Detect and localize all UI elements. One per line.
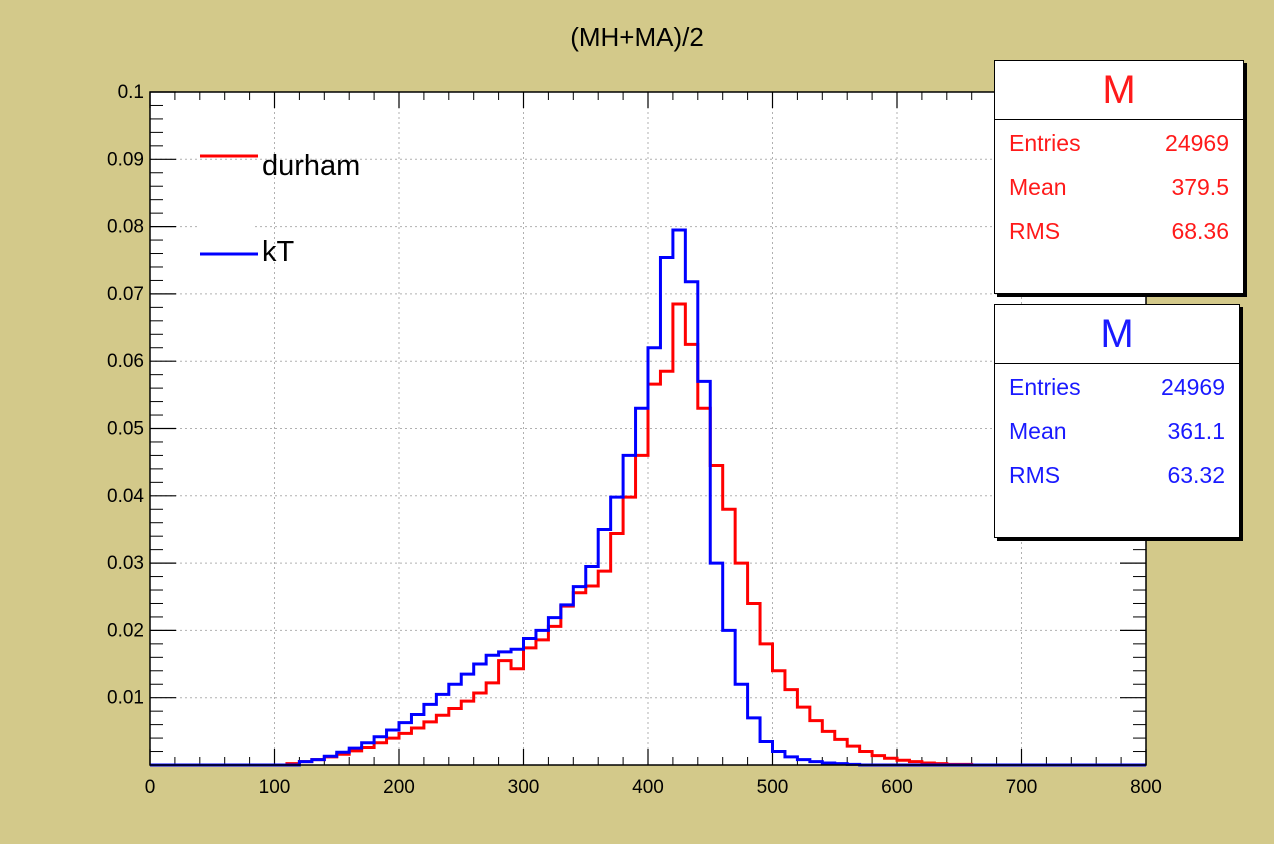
legend-swatch-bg xyxy=(198,196,254,238)
stats-row-mean: Mean 379.5 xyxy=(995,164,1243,208)
stats-row-entries: Entries 24969 xyxy=(995,120,1243,164)
stats-row-rms: RMS 63.32 xyxy=(995,452,1239,496)
y-tick-label: 0.1 xyxy=(118,82,144,103)
stats-label: Mean xyxy=(1009,174,1067,200)
x-tick-label: 400 xyxy=(632,777,664,798)
y-tick-label: 0.09 xyxy=(107,149,144,170)
y-tick-label: 0.03 xyxy=(107,553,144,574)
stats-value: 24969 xyxy=(1165,130,1229,156)
stats-value: 68.36 xyxy=(1171,218,1229,244)
stats-label: Mean xyxy=(1009,418,1067,444)
y-tick-label: 0.07 xyxy=(107,284,144,305)
stats-box-kt: M Entries 24969 Mean 361.1 RMS 63.32 xyxy=(994,304,1240,538)
stats-value: 379.5 xyxy=(1171,174,1229,200)
chart-title: (MH+MA)/2 xyxy=(570,22,704,52)
x-tick-label: 500 xyxy=(757,777,789,798)
stats-box-title: M xyxy=(995,61,1243,120)
stats-label: Entries xyxy=(1009,374,1081,400)
y-tick-label: 0.06 xyxy=(107,351,144,372)
y-tick-label: 0.02 xyxy=(107,620,144,641)
y-tick-label: 0.05 xyxy=(107,419,144,440)
y-tick-label: 0.08 xyxy=(107,217,144,238)
y-tick-label: 0.04 xyxy=(107,486,144,507)
x-tick-label: 300 xyxy=(508,777,540,798)
legend-swatch-bg xyxy=(198,110,254,152)
x-tick-label: 200 xyxy=(383,777,415,798)
stats-value: 24969 xyxy=(1161,374,1225,400)
x-tick-label: 100 xyxy=(259,777,291,798)
stats-label: RMS xyxy=(1009,462,1061,488)
x-tick-label: 700 xyxy=(1006,777,1038,798)
stats-row-rms: RMS 68.36 xyxy=(995,208,1243,252)
stats-label: RMS xyxy=(1009,218,1061,244)
legend-label-durham: durham xyxy=(262,150,361,182)
stats-box-title: M xyxy=(995,305,1239,364)
stats-row-mean: Mean 361.1 xyxy=(995,408,1239,452)
stats-value: 63.32 xyxy=(1167,462,1225,488)
y-tick-label: 0.01 xyxy=(107,688,144,709)
stats-box-durham: M Entries 24969 Mean 379.5 RMS 68.36 xyxy=(994,60,1244,294)
x-tick-label: 0 xyxy=(145,777,156,798)
x-tick-label: 600 xyxy=(881,777,913,798)
series-durham-line xyxy=(150,302,1146,767)
stats-row-entries: Entries 24969 xyxy=(995,364,1239,408)
legend-label-kt: kT xyxy=(262,236,295,268)
stats-label: Entries xyxy=(1009,130,1081,156)
x-tick-label: 800 xyxy=(1130,777,1162,798)
stats-value: 361.1 xyxy=(1167,418,1225,444)
